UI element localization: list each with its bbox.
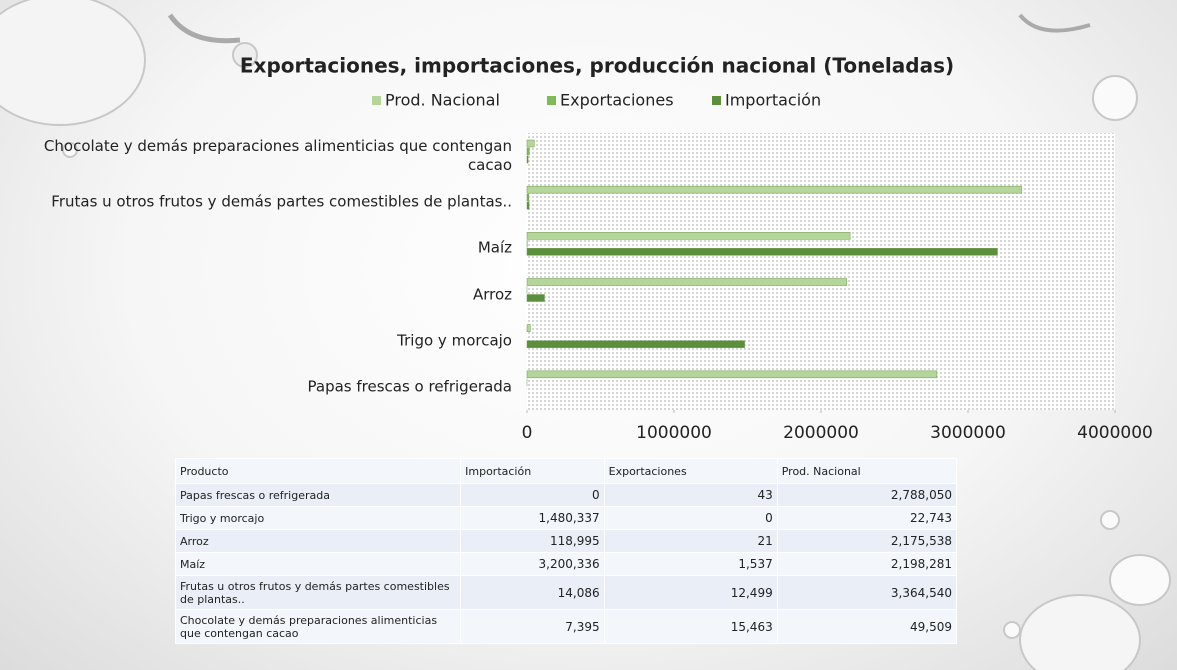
table-row: Producto Importación Exportaciones Prod. Na…	[174, 458, 958, 484]
bar	[526, 324, 531, 332]
table-cell: 1,480,337	[460, 506, 605, 530]
table-cell: 3,364,540	[776, 575, 958, 610]
legend-swatch	[547, 96, 556, 105]
plot-area	[527, 133, 1115, 410]
table-cell: 21	[603, 529, 778, 553]
table-cell: 14,086	[460, 575, 605, 610]
table-cell: Exportaciones	[603, 458, 778, 484]
table-cell: 12,499	[603, 575, 778, 610]
table-row: Papas frescas o refrigerada 0 43 2,788,050	[174, 483, 958, 507]
data-table: Producto Importación Exportaciones Prod. Na…	[174, 458, 958, 644]
table-cell: Importación	[460, 458, 605, 484]
table-cell: Producto	[174, 458, 462, 484]
bar	[526, 278, 848, 286]
table-cell: 118,995	[460, 529, 605, 553]
table-cell: Frutas u otros frutos y demás partes com…	[174, 575, 462, 610]
bar	[526, 232, 851, 240]
bar	[526, 340, 745, 348]
bar	[526, 370, 938, 379]
table-cell: 2,788,050	[776, 483, 958, 507]
bar	[526, 248, 998, 256]
table-cell: 7,395	[460, 609, 605, 644]
bar	[526, 201, 530, 210]
table-cell: 43	[603, 483, 778, 507]
table-cell: Maíz	[174, 552, 462, 576]
table-cell: 3,200,336	[460, 552, 605, 576]
bar	[526, 155, 529, 164]
table-row: Maíz 3,200,336 1,537 2,198,281	[174, 552, 958, 576]
legend-swatch	[712, 96, 721, 105]
bar	[526, 139, 535, 148]
bar	[526, 147, 530, 156]
table-cell: Papas frescas o refrigerada	[174, 483, 462, 507]
table-cell: 2,175,538	[776, 529, 958, 553]
table-cell: 15,463	[603, 609, 778, 644]
y-tick-label: Arroz	[472, 285, 512, 304]
table-cell: Trigo y morcajo	[174, 506, 462, 530]
table-cell: Chocolate y demás preparaciones alimenti…	[174, 609, 462, 644]
table-row: Frutas u otros frutos y demás partes com…	[174, 575, 958, 610]
y-tick-label: Chocolate y demás preparaciones alimenti…	[43, 137, 512, 175]
bar	[526, 185, 1022, 194]
table-cell: 1,537	[603, 552, 778, 576]
legend-label: Importación	[725, 91, 821, 110]
table-cell: 49,509	[776, 609, 958, 644]
x-tick-label: 2000000	[783, 423, 859, 443]
table-cell: 0	[603, 506, 778, 530]
table-row: Chocolate y demás preparaciones alimenti…	[174, 609, 958, 644]
table-cell: 22,743	[776, 506, 958, 530]
chart-title: Exportaciones, importaciones, producción…	[240, 54, 954, 78]
table-cell: Arroz	[174, 529, 462, 553]
table-cell: 2,198,281	[776, 552, 958, 576]
table-cell: 0	[460, 483, 605, 507]
legend-label: Exportaciones	[560, 91, 674, 110]
bar	[526, 294, 545, 302]
x-tick-label: 0	[522, 423, 533, 443]
legend-label: Prod. Nacional	[385, 91, 500, 110]
legend-swatch	[372, 96, 381, 105]
bar	[526, 193, 530, 202]
y-tick-label: Papas frescas o refrigerada	[307, 377, 513, 396]
y-tick-label: Maíz	[477, 238, 512, 257]
y-tick-label: Frutas u otros frutos y demás partes com…	[51, 192, 512, 211]
x-tick-label: 1000000	[636, 423, 712, 443]
table-cell: Prod. Nacional	[776, 458, 958, 484]
x-tick-label: 4000000	[1077, 423, 1153, 443]
x-tick-label: 3000000	[930, 423, 1006, 443]
table-row: Arroz 118,995 21 2,175,538	[174, 529, 958, 553]
table-row: Trigo y morcajo 1,480,337 0 22,743	[174, 506, 958, 530]
y-tick-label: Trigo y morcajo	[397, 331, 512, 350]
